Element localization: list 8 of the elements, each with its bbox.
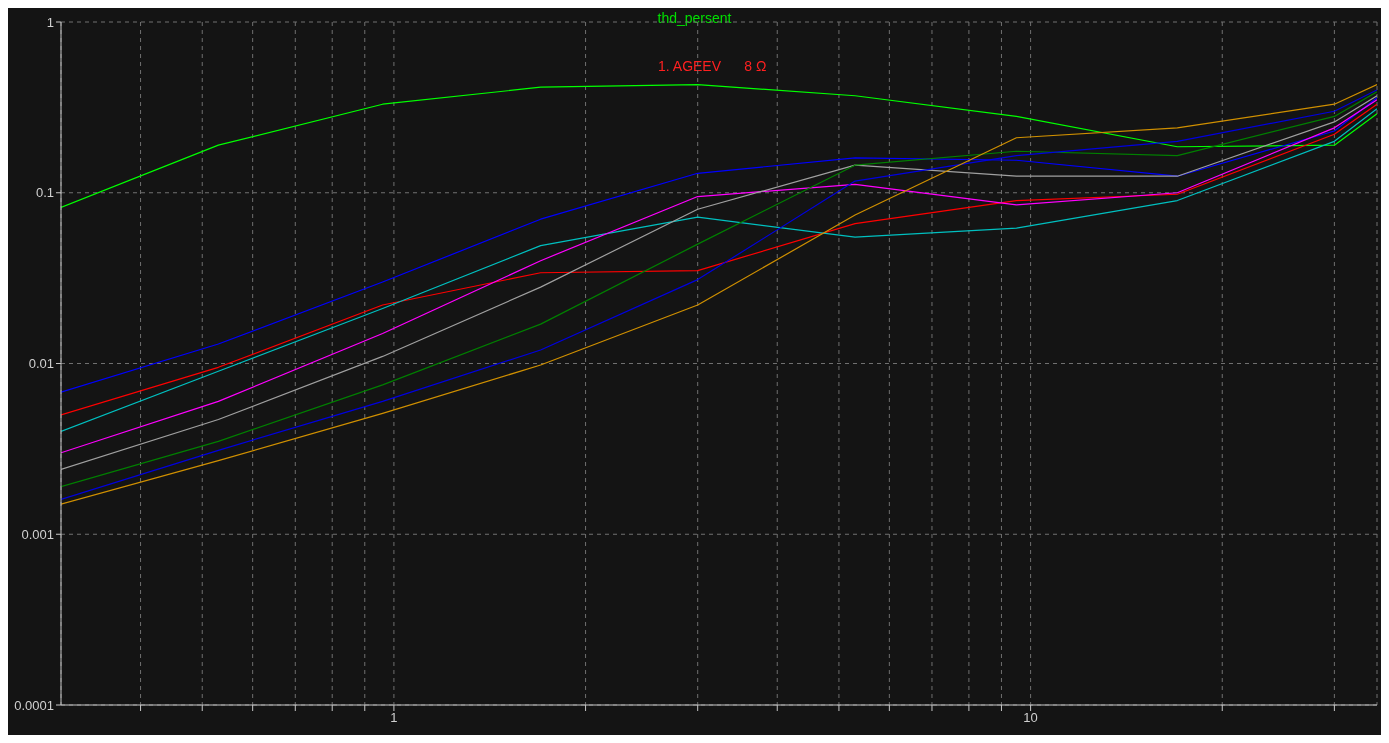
y-tick-label: 0.0001 (14, 697, 54, 713)
y-tick-label: 0.001 (21, 526, 54, 542)
annotation: 1. AGEEV 8 Ω (658, 58, 767, 74)
chart-title: thd_persent (657, 10, 732, 26)
y-tick-label: 0.01 (28, 356, 54, 372)
x-tick-label: 10 (1023, 710, 1038, 726)
y-tick-label: 1 (46, 14, 54, 30)
y-tick-label: 0.1 (35, 185, 54, 201)
